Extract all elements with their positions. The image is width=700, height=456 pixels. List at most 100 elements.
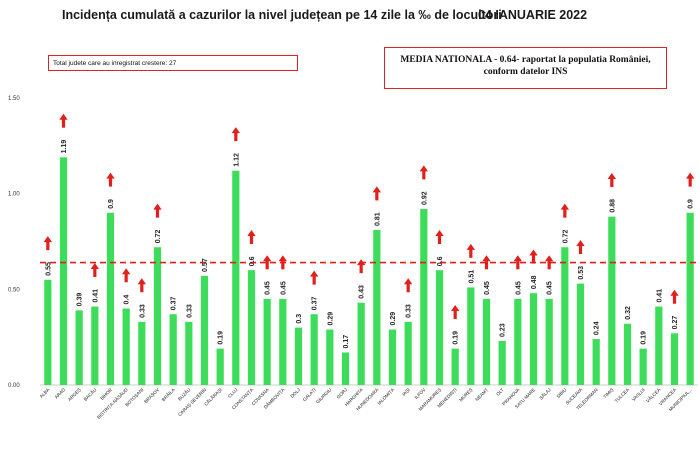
bars [44, 157, 694, 385]
x-tick-label: OLT [495, 387, 505, 397]
increase-arrow-icon [685, 172, 695, 187]
arrow-shaft [140, 283, 144, 293]
data-label: 0.72 [562, 230, 569, 244]
data-label: 0.6 [437, 256, 444, 266]
bar [482, 298, 491, 385]
data-label: 0.45 [265, 281, 272, 295]
bar [592, 339, 600, 385]
bar [451, 348, 459, 385]
data-label: 0.41 [92, 289, 99, 303]
data-label: 0.53 [578, 266, 585, 280]
bar [561, 247, 569, 385]
bar [420, 208, 428, 385]
bar [122, 308, 130, 385]
arrow-head [450, 305, 460, 312]
x-tick-label: ARGEȘ [67, 387, 82, 402]
bar [247, 270, 256, 385]
increase-arrow-icon [435, 230, 444, 244]
bar [200, 275, 209, 385]
x-tick-label: TULCEA [614, 387, 631, 404]
data-label: 0.88 [609, 199, 616, 213]
arrow-head [544, 255, 554, 262]
increase-arrow-icon [356, 259, 366, 274]
data-label: 0.27 [672, 316, 679, 330]
bar [498, 340, 506, 385]
data-label: 0.6 [249, 256, 256, 266]
data-label: 0.19 [641, 331, 648, 345]
increase-arrow-icon [137, 278, 147, 293]
arrow-head [262, 255, 272, 262]
x-tick-label: IALOMIȚA [377, 387, 396, 406]
bar [357, 302, 365, 385]
bar [608, 216, 616, 385]
increase-arrow-icon [231, 127, 241, 142]
data-label: 0.37 [312, 296, 319, 310]
bar [310, 314, 318, 385]
arrow-shaft [516, 260, 520, 270]
arrow-head [90, 262, 100, 269]
arrow-head [529, 249, 538, 256]
y-tick-label: 1.50 [8, 96, 20, 102]
increase-arrow-icon [607, 173, 617, 188]
arrow-head [356, 259, 366, 266]
data-label: 0.29 [327, 312, 334, 326]
increase-arrow-icon [513, 255, 523, 270]
data-label: 0.45 [280, 281, 287, 295]
increase-arrows [43, 113, 695, 320]
arrow-head [403, 278, 413, 285]
arrow-head [435, 230, 444, 236]
increase-arrow-icon [544, 255, 554, 270]
y-axis: 0.00 0.50 1.00 1.50 [8, 96, 698, 389]
bar [639, 348, 647, 385]
bar [326, 329, 334, 385]
x-tick-label: CARAȘ-SEVERIN [177, 387, 207, 417]
increase-arrow-icon [466, 243, 476, 258]
bar [373, 230, 381, 385]
x-tick-label: NEAMȚ [474, 387, 489, 402]
data-label: 0.9 [688, 199, 695, 209]
x-tick-label: SĂLAJ [538, 386, 552, 400]
data-label: 0.43 [359, 285, 366, 299]
increase-arrow-icon [278, 255, 288, 270]
bar [576, 283, 585, 385]
x-tick-label: BIHOR [99, 387, 113, 401]
x-tick-label: CLUJ [227, 387, 239, 399]
data-label: 0.57 [202, 258, 209, 272]
arrow-head [419, 165, 429, 172]
data-label: 1.12 [233, 153, 240, 167]
bar [279, 298, 287, 385]
increase-arrow-icon [121, 268, 131, 283]
bar [185, 321, 193, 385]
bar [59, 157, 68, 385]
x-tick-label: BRĂILA [160, 386, 176, 402]
increase-arrow-icon [419, 165, 429, 180]
arrow-head [466, 243, 476, 250]
increase-arrow-icon [482, 255, 491, 270]
increase-arrow-icon [59, 113, 68, 128]
x-tick-label: GALAȚI [302, 387, 317, 402]
increase-arrow-icon [529, 249, 538, 264]
bar [138, 321, 146, 385]
arrow-head [513, 255, 523, 262]
bar [686, 212, 694, 385]
arrow-head [278, 255, 288, 262]
arrow-head [576, 239, 585, 246]
arrow-shaft [359, 264, 363, 274]
x-tick-label: ALBA [39, 387, 52, 400]
arrow-head [137, 278, 147, 285]
data-label: 0.33 [186, 304, 193, 318]
bar [545, 298, 553, 385]
arrow-shaft [93, 267, 97, 277]
y-tick-label: 0.00 [8, 383, 20, 389]
arrow-shaft [249, 235, 254, 244]
data-label: 0.45 [515, 281, 522, 295]
bar [294, 327, 303, 385]
bar [216, 348, 224, 385]
arrow-head [685, 172, 695, 179]
arrow-shaft [265, 260, 269, 270]
bar [404, 321, 412, 385]
bar [75, 310, 83, 385]
increase-arrow-icon [153, 203, 162, 218]
y-tick-label: 0.50 [8, 287, 20, 293]
